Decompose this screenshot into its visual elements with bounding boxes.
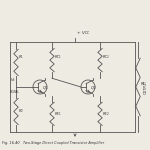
Text: $R_{C2}$: $R_{C2}$ (102, 53, 111, 61)
Text: OUTPUT: OUTPUT (144, 80, 148, 94)
Text: Fig. 16.40   Two-Stage Direct Coupled Transistor Amplifier: Fig. 16.40 Two-Stage Direct Coupled Tran… (2, 141, 104, 145)
Text: $+\ V_{CC}$: $+\ V_{CC}$ (76, 29, 90, 37)
Text: $R_1$: $R_1$ (18, 54, 25, 61)
Text: $R_{E1}$: $R_{E1}$ (54, 110, 62, 118)
Text: $R_{E2}$: $R_{E2}$ (102, 110, 110, 118)
Text: $Q_1$: $Q_1$ (42, 84, 48, 92)
Text: $R_L$: $R_L$ (141, 80, 147, 88)
Text: $R_2$: $R_2$ (18, 108, 25, 115)
Text: $V_s$: $V_s$ (9, 76, 16, 84)
Text: $R_{C1}$: $R_{C1}$ (54, 53, 63, 61)
Text: $Q_2$: $Q_2$ (90, 84, 96, 92)
Text: SIGNAL: SIGNAL (9, 90, 20, 94)
